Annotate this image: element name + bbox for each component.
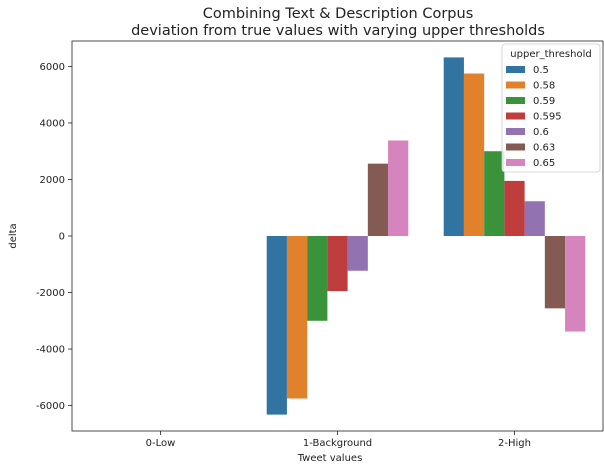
bar-0_5-2-High [443, 57, 464, 236]
bar-0_6-1-Background [347, 236, 368, 271]
legend-label-0_59: 0.59 [533, 96, 555, 107]
y-tick-label: -6000 [36, 401, 65, 412]
bar-0_59-1-Background [307, 236, 328, 321]
bar-0_63-1-Background [367, 163, 389, 236]
legend: upper_threshold 0.5 0.58 0.59 0.595 0.6 0.63 0… [501, 43, 601, 173]
bar-0_65-2-High [565, 236, 586, 332]
y-tick-label: 0 [59, 232, 65, 243]
x-tick-label: 0-Low [146, 438, 176, 449]
x-tick-label: 2-High [498, 438, 531, 449]
y-tick-label: 2000 [40, 175, 65, 186]
bar-0_58-1-Background [286, 236, 308, 399]
legend-swatch-0_6 [506, 128, 525, 135]
legend-swatch-0_63 [506, 143, 525, 151]
x-axis-label: Tweet values [297, 453, 363, 464]
bar-0_65-1-Background [388, 140, 409, 236]
legend-swatch-0_58 [506, 81, 525, 89]
bar-0_6-2-High [524, 201, 545, 236]
legend-label-0_65: 0.65 [533, 158, 555, 169]
legend-label-0_595: 0.595 [533, 112, 562, 123]
legend-swatch-0_5 [506, 66, 525, 73]
chart-title: Combining Text & Description Corpus [203, 6, 474, 22]
bar-0_5-1-Background [266, 236, 287, 415]
bar-0_58-2-High [463, 73, 485, 236]
y-tick-label: 4000 [40, 118, 65, 129]
legend-swatch-0_65 [506, 159, 525, 166]
legend-label-0_58: 0.58 [533, 81, 555, 92]
y-tick-label: -4000 [36, 345, 65, 356]
bar-0_63-2-High [544, 236, 566, 309]
bar-0_595-2-High [504, 180, 525, 236]
legend-label-0_5: 0.5 [533, 65, 549, 76]
y-tick-label: 6000 [40, 62, 65, 73]
y-axis-label: delta [8, 223, 19, 248]
legend-swatch-0_59 [506, 97, 525, 104]
y-tick-label: -2000 [36, 288, 65, 299]
x-tick-label: 1-Background [303, 438, 372, 449]
y-axis: -6000 -4000 -2000 0 2000 4000 6000 [36, 62, 72, 412]
legend-label-0_6: 0.6 [533, 127, 549, 138]
bars-layer [266, 57, 586, 415]
legend-frame [501, 43, 601, 173]
legend-swatch-0_595 [506, 112, 525, 120]
bar-0_59-2-High [484, 151, 505, 236]
bar-0_595-1-Background [327, 236, 348, 292]
x-axis: 0-Low 1-Background 2-High [146, 431, 531, 449]
chart-subtitle: deviation from true values with varying … [131, 23, 545, 39]
legend-title: upper_threshold [510, 49, 591, 60]
legend-label-0_63: 0.63 [533, 143, 555, 154]
